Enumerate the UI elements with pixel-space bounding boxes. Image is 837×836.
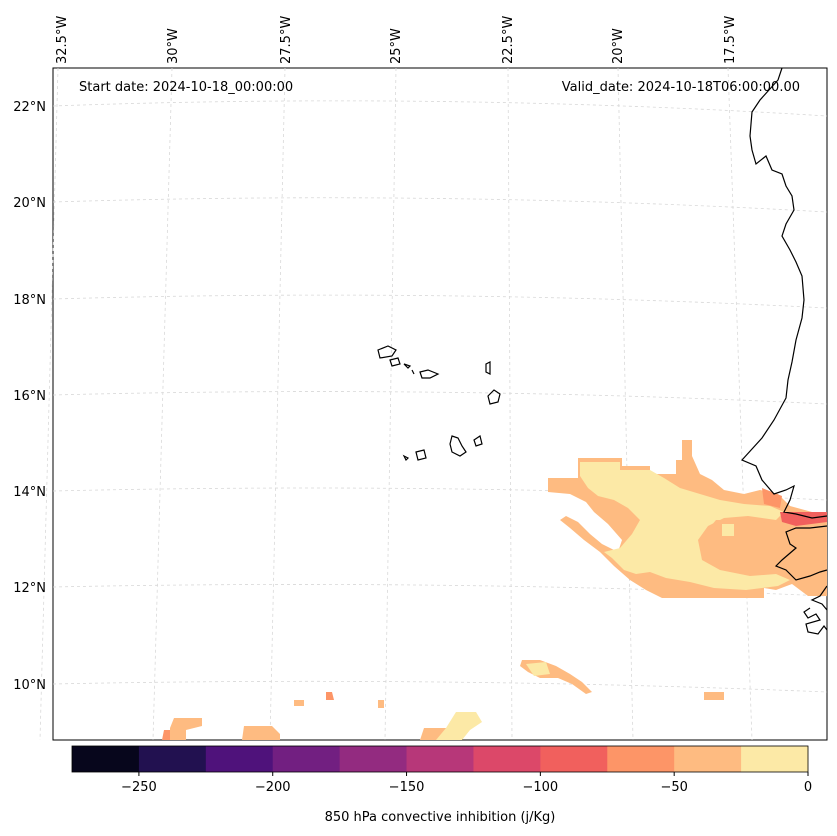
island (389, 357, 401, 367)
lon-label: 25°W (389, 28, 404, 64)
colorbar-bin (741, 746, 809, 772)
colorbar-bin (138, 746, 207, 772)
colorbar-outline (71, 745, 809, 773)
lat-label: 14°N (13, 485, 46, 500)
colorbar-label: 850 hPa convective inhibition (j/Kg) (325, 810, 556, 825)
africa-coastline (774, 525, 828, 581)
lat-label: 20°N (13, 196, 46, 211)
lon-gridline (384, 67, 397, 741)
lon-gridline (507, 67, 513, 741)
lat-label: 16°N (13, 389, 46, 404)
island (487, 389, 501, 405)
contour-region (170, 718, 202, 740)
lat-label: 18°N (13, 293, 46, 308)
lon-label: 27.5°W (279, 16, 294, 64)
lat-gridline (52, 487, 828, 501)
contour-region (780, 512, 827, 526)
colorbar-bin (674, 746, 742, 772)
africa-coastline (803, 607, 828, 635)
africa-coastline (740, 67, 828, 519)
lat-gridline (52, 391, 828, 405)
lat-label: 12°N (13, 581, 46, 596)
lon-gridline (152, 67, 173, 741)
colorbar-tick-label: 0 (804, 780, 812, 795)
contour-region (432, 712, 482, 740)
lon-axis-labels: 32.5°W 30°W 27.5°W 25°W 22.5°W 20°W 17.5… (55, 16, 738, 64)
colorbar-bin (272, 746, 341, 772)
lat-label: 22°N (13, 100, 46, 115)
map-frame (52, 67, 828, 741)
colorbar-bin (406, 746, 474, 772)
lat-gridline (52, 584, 828, 597)
contour-region (704, 692, 724, 700)
lat-axis-labels: 22°N 20°N 18°N 16°N 14°N 12°N 10°N (13, 100, 46, 693)
coastlines (377, 67, 828, 635)
contour-region (326, 692, 334, 700)
contour-region (420, 728, 446, 740)
island (473, 435, 483, 447)
colorbar-tick-label: −100 (523, 780, 559, 795)
lon-label: 17.5°W (723, 16, 738, 64)
cin-filled-contours (162, 440, 827, 740)
colorbar-bin (473, 746, 541, 772)
island (403, 363, 412, 369)
colorbar-bin (607, 746, 675, 772)
contour-region (526, 662, 550, 676)
lon-label: 30°W (166, 28, 181, 64)
lon-gridline (269, 67, 286, 741)
colorbar-tick-label: −50 (660, 780, 687, 795)
start-date-label: Start date: 2024-10-18_00:00:00 (79, 80, 293, 95)
island (419, 369, 440, 379)
lat-gridline (52, 680, 828, 693)
island (449, 435, 467, 457)
colorbar-bin (540, 746, 608, 772)
colorbar-bin (339, 746, 408, 772)
contour-region (162, 730, 170, 740)
colorbar-tick-label: −150 (389, 780, 425, 795)
lat-gridline (52, 100, 828, 117)
colorbar-tick-label: −200 (255, 780, 291, 795)
gridlines (39, 67, 828, 741)
island (485, 361, 491, 375)
contour-region (378, 700, 384, 708)
lat-gridline (52, 197, 828, 213)
lon-label: 20°W (611, 28, 626, 64)
contour-region (294, 700, 304, 706)
lat-label: 10°N (13, 678, 46, 693)
lon-gridline (39, 67, 59, 741)
lat-gridline (52, 294, 828, 309)
colorbar-bin (72, 746, 140, 772)
lon-label: 22.5°W (501, 16, 516, 64)
colorbar: −250 −200 −150 −100 −50 0 850 hPa convective … (71, 745, 812, 825)
colorbar-tick-label: −250 (121, 780, 157, 795)
contour-region (722, 524, 734, 536)
valid-date-label: Valid_date: 2024-10-18T06:00:00.00 (562, 80, 800, 95)
contour-region (704, 520, 780, 566)
africa-coastline (810, 585, 828, 611)
lon-gridline (617, 67, 634, 741)
colorbar-bin (205, 746, 274, 772)
island (415, 449, 427, 461)
contour-region (762, 488, 782, 508)
lon-label: 32.5°W (55, 16, 70, 64)
island (411, 369, 415, 375)
lon-gridline (727, 67, 753, 741)
island (377, 345, 397, 359)
contour-region (580, 462, 790, 590)
island (402, 454, 410, 462)
contour-region (242, 726, 280, 740)
